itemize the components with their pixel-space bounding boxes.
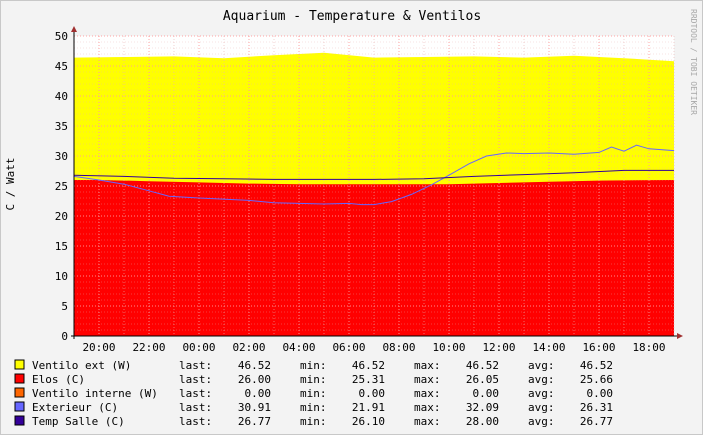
legend-avg-value: 26.77 — [580, 415, 613, 428]
y-tick-label: 45 — [55, 60, 68, 73]
legend-max-label: max: — [414, 401, 441, 414]
x-axis-arrow — [677, 333, 683, 339]
legend-min-value: 21.91 — [352, 401, 385, 414]
legend-max-value: 26.05 — [466, 373, 499, 386]
y-tick-label: 15 — [55, 240, 68, 253]
x-tick-label: 14:00 — [532, 341, 565, 354]
grid — [73, 35, 675, 337]
legend-avg-label: avg: — [528, 415, 555, 428]
legend-avg-label: avg: — [528, 387, 555, 400]
legend-avg-value: 0.00 — [587, 387, 614, 400]
legend-series-name: Exterieur (C) — [32, 401, 118, 414]
legend-min-label: min: — [300, 359, 327, 372]
legend-avg-label: avg: — [528, 401, 555, 414]
y-tick-label: 10 — [55, 270, 68, 283]
legend-series-name: Temp Salle (C) — [32, 415, 125, 428]
legend-last-label: last: — [179, 401, 212, 414]
y-tick-label: 20 — [55, 210, 68, 223]
x-tick-label: 16:00 — [582, 341, 615, 354]
x-tick-label: 04:00 — [282, 341, 315, 354]
legend-max-value: 28.00 — [466, 415, 499, 428]
legend-last-value: 26.00 — [238, 373, 271, 386]
x-tick-label: 22:00 — [132, 341, 165, 354]
legend-min-value: 46.52 — [352, 359, 385, 372]
legend-last-value: 46.52 — [238, 359, 271, 372]
x-tick-label: 00:00 — [182, 341, 215, 354]
tick-labels: 0 5 10 15 20 25 30 35 40 45 50 20:00 22:00 00:00 02:00… — [55, 30, 666, 354]
legend-last-label: last: — [179, 415, 212, 428]
legend-swatch — [14, 373, 25, 384]
legend-swatch — [14, 359, 25, 370]
legend-swatch — [14, 401, 25, 412]
legend-min-label: min: — [300, 415, 327, 428]
legend-max-label: max: — [414, 415, 441, 428]
y-tick-label: 25 — [55, 180, 68, 193]
line-series-4 — [73, 169, 674, 180]
legend-min-label: min: — [300, 387, 327, 400]
axes — [71, 26, 683, 339]
legend-swatch — [14, 415, 25, 426]
legend-last-value: 30.91 — [238, 401, 271, 414]
legend-series-name: Elos (C) — [32, 373, 85, 386]
legend-avg-value: 46.52 — [580, 359, 613, 372]
y-tick-label: 30 — [55, 150, 68, 163]
x-tick-label: 12:00 — [482, 341, 515, 354]
legend-avg-value: 25.66 — [580, 373, 613, 386]
line-series-3 — [73, 144, 675, 206]
y-tick-label: 0 — [61, 330, 68, 343]
legend-last-label: last: — [179, 387, 212, 400]
y-tick-label: 50 — [55, 30, 68, 43]
legend-last-label: last: — [179, 359, 212, 372]
legend-max-label: max: — [414, 387, 441, 400]
legend-max-label: max: — [414, 373, 441, 386]
legend-swatch — [14, 387, 25, 398]
x-tick-label: 18:00 — [632, 341, 665, 354]
legend-max-value: 46.52 — [466, 359, 499, 372]
y-tick-label: 5 — [61, 300, 68, 313]
legend-last-label: last: — [179, 373, 212, 386]
y-tick-label: 40 — [55, 90, 68, 103]
legend-series-name: Ventilo interne (W) — [32, 387, 158, 400]
legend-min-value: 25.31 — [352, 373, 385, 386]
x-tick-label: 02:00 — [232, 341, 265, 354]
legend-last-value: 0.00 — [245, 387, 272, 400]
legend-min-value: 26.10 — [352, 415, 385, 428]
y-axis-label: C / Watt — [4, 158, 17, 211]
y-tick-label: 35 — [55, 120, 68, 133]
legend-max-value: 32.09 — [466, 401, 499, 414]
x-tick-label: 20:00 — [82, 341, 115, 354]
legend-min-label: min: — [300, 373, 327, 386]
x-tick-label: 08:00 — [382, 341, 415, 354]
legend-min-label: min: — [300, 401, 327, 414]
y-axis-arrow — [71, 26, 77, 32]
legend-avg-label: avg: — [528, 359, 555, 372]
watermark: RRDTOOL / TOBI OETIKER — [689, 9, 698, 115]
legend-max-label: max: — [414, 359, 441, 372]
legend: Ventilo ext (W) last: 46.52 min: 46.52 max: 46… — [14, 359, 614, 428]
chart-title: Aquarium - Temperature & Ventilos — [223, 9, 481, 24]
legend-series-name: Ventilo ext (W) — [32, 359, 131, 372]
legend-max-value: 0.00 — [473, 387, 500, 400]
legend-last-value: 26.77 — [238, 415, 271, 428]
x-tick-label: 10:00 — [432, 341, 465, 354]
legend-min-value: 0.00 — [359, 387, 386, 400]
legend-avg-value: 26.31 — [580, 401, 613, 414]
x-tick-label: 06:00 — [332, 341, 365, 354]
legend-avg-label: avg: — [528, 373, 555, 386]
